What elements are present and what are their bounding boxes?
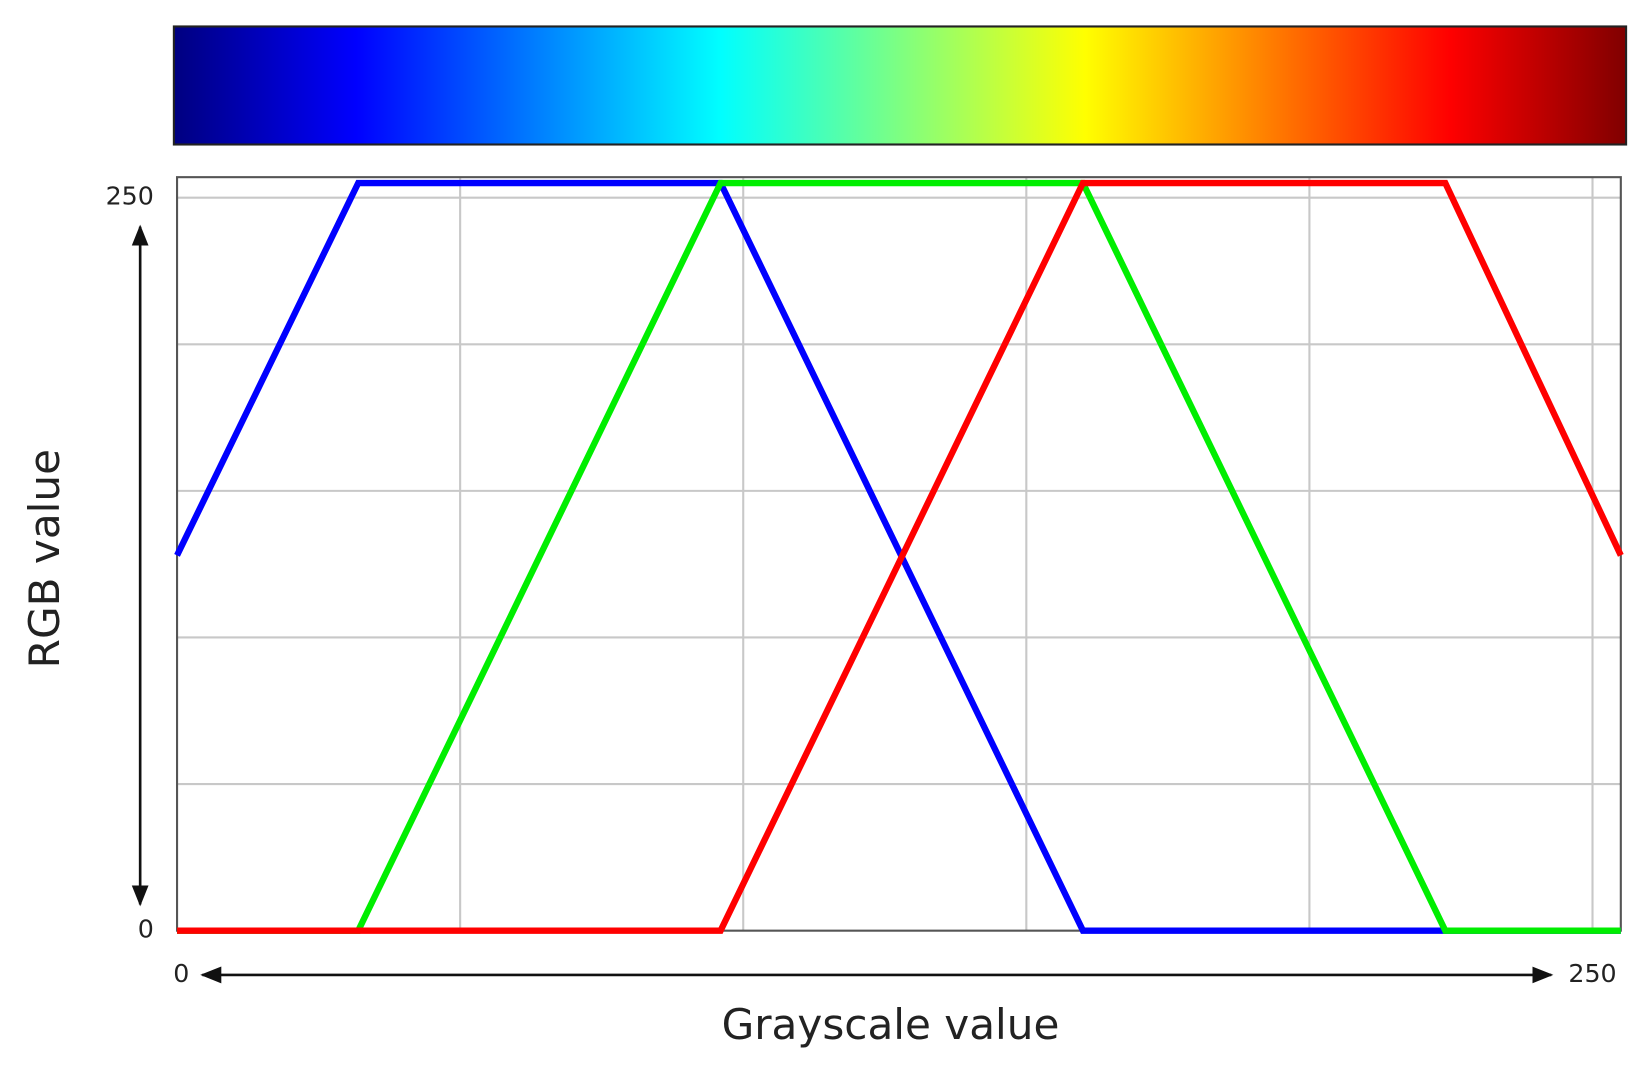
y-tick-label: 0 [138, 915, 154, 944]
y-axis-title: RGB value [20, 449, 69, 668]
x-tick-label: 0 [173, 959, 189, 988]
colorbar [172, 25, 1628, 146]
x-tick-label: 250 [1568, 959, 1616, 988]
x-axis-title: Grayscale value [722, 1000, 1060, 1049]
series-line [177, 179, 1624, 934]
lines [174, 179, 1624, 934]
y-tick-label: 250 [106, 182, 154, 211]
